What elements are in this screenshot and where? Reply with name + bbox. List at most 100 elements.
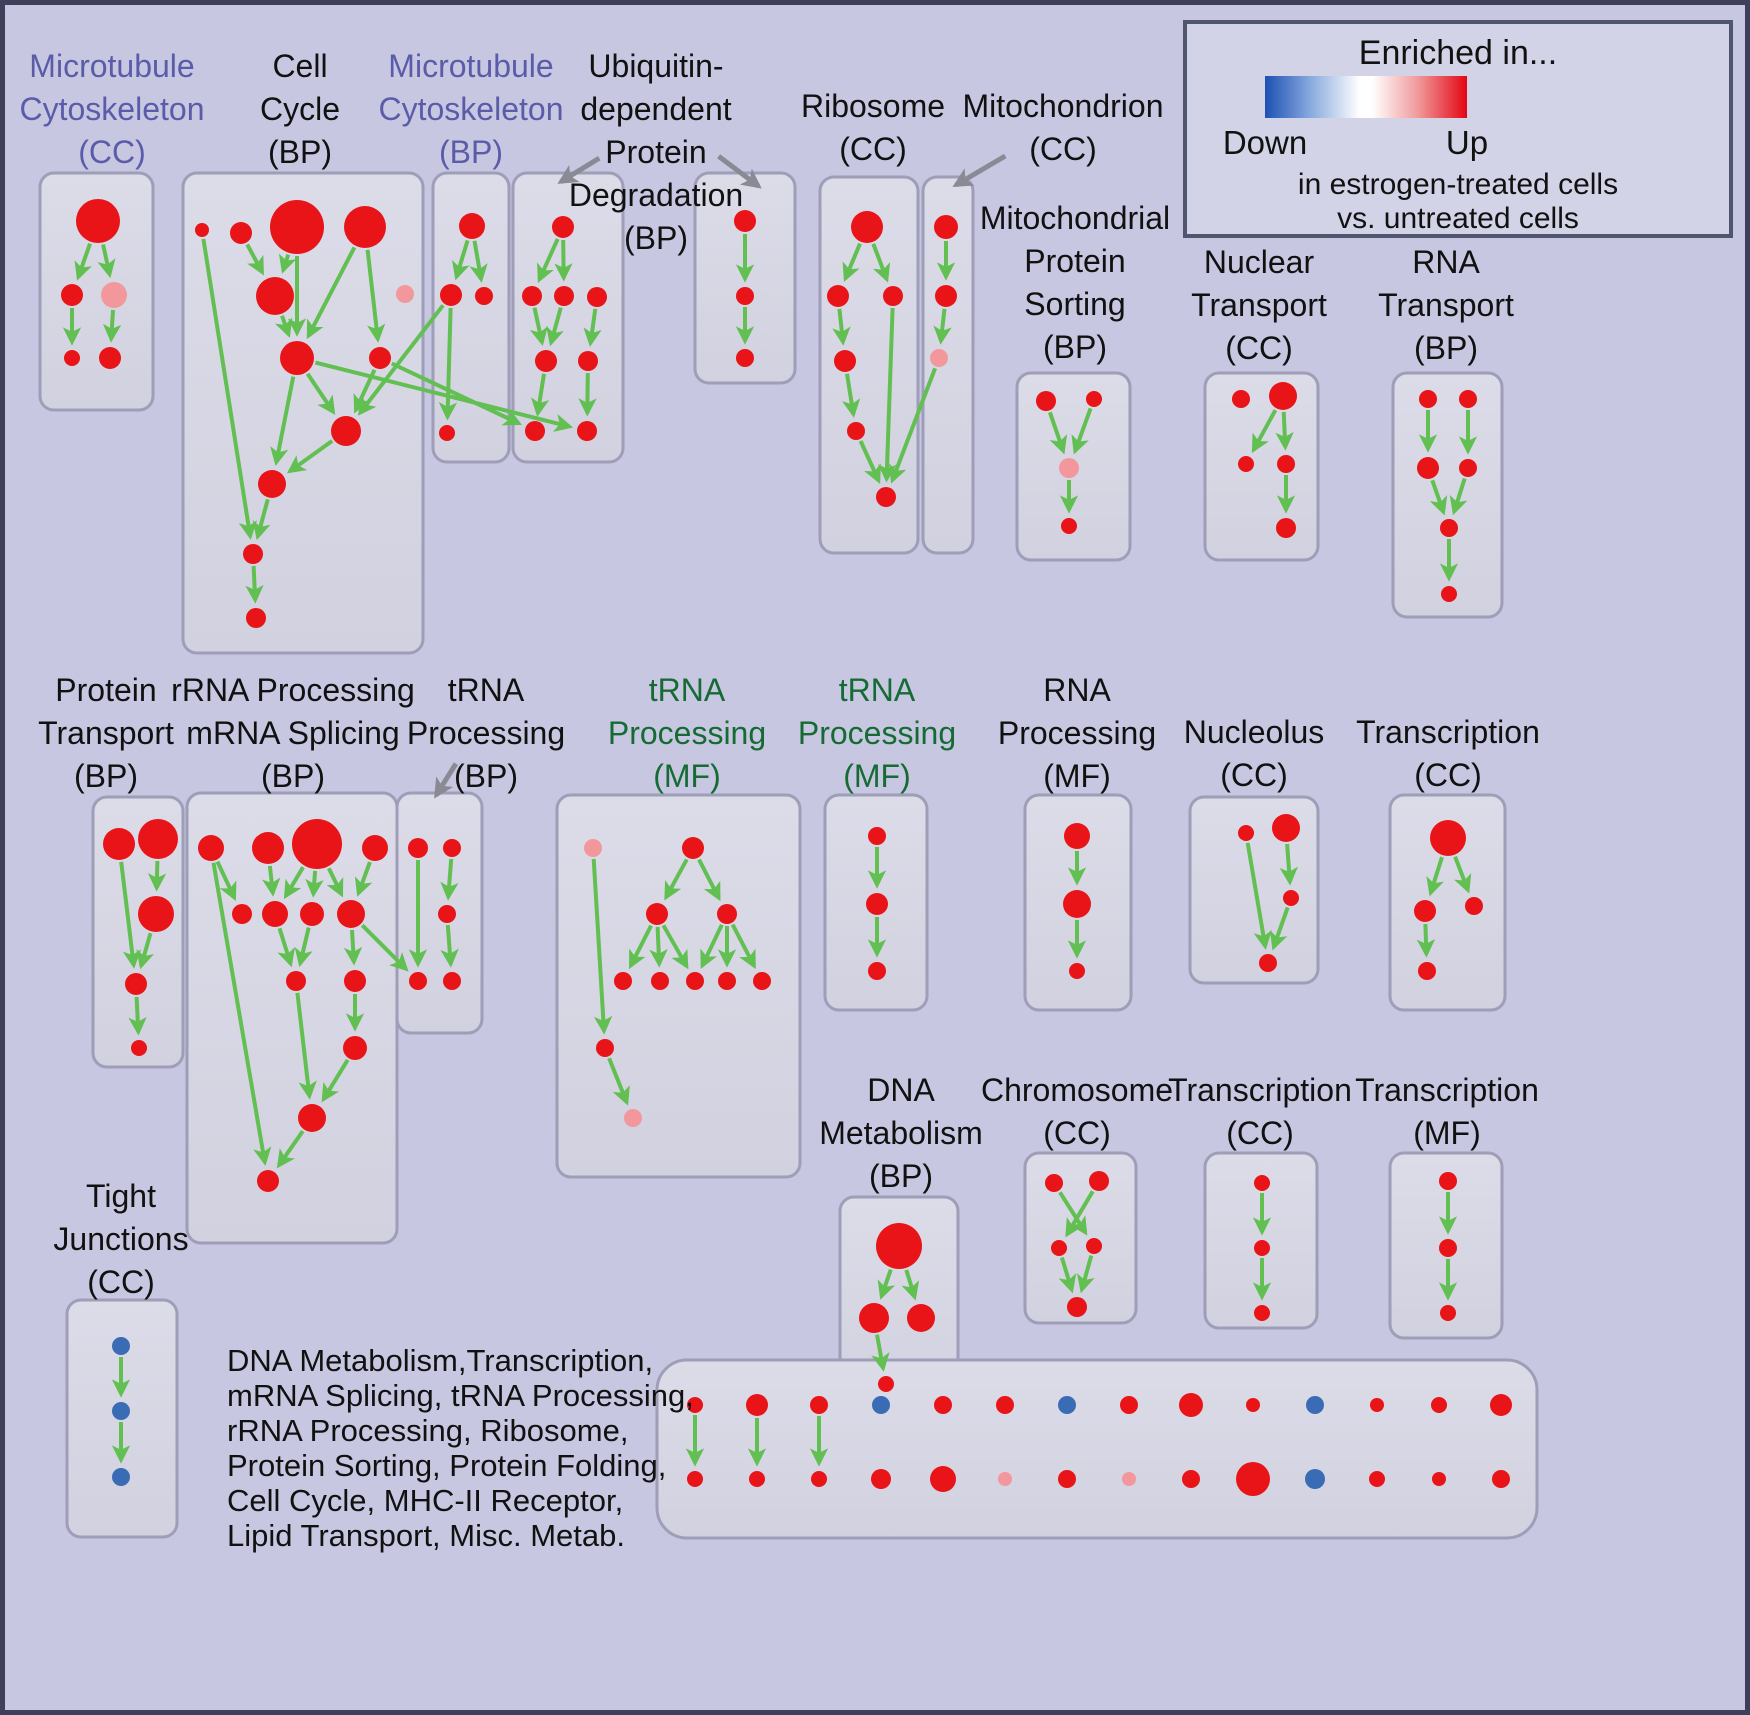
dna-metabolism-bp-label: DNA [867,1072,935,1108]
edge-arrow [730,923,756,970]
rna-processing-mf-node [1064,823,1090,849]
rna-transport-bp-node [1417,457,1439,479]
cell-cycle-bp-node [195,223,209,237]
microtubule-cytoskeleton-bp-node [440,284,462,306]
edge-arrow [252,498,271,541]
edge-arrow [321,1058,350,1103]
microtubule-cytoskeleton-bp-node [475,287,493,305]
edge-arrow [649,926,668,968]
nuclear-transport-cc-box [1203,371,1320,562]
tight-junctions-cc-label: Junctions [53,1221,188,1257]
edge-arrow [877,307,897,483]
microtubule-cytoskeleton-cc-node [76,199,120,243]
ubiquitin-protein-degradation-bp-node [577,421,597,441]
legend-gradient-bar [1265,76,1467,118]
misc-cluster-node [1370,1398,1384,1412]
misc-cluster-node [687,1471,703,1487]
trna-processing-mf-1-node [646,903,668,925]
transcription-cc-2-node [1254,1240,1270,1256]
nucleolus-cc-node [1238,825,1254,841]
edge-arrow [211,862,272,1166]
edge-arrow [591,858,613,1035]
edge-arrow [294,927,313,968]
ubiquitin-protein-degradation-bp-node [522,286,542,306]
misc-cluster-node [1369,1471,1385,1487]
misc-cluster-node [872,1396,890,1414]
trna-processing-mf-1-node [584,839,602,857]
edge-arrow [832,308,851,346]
chromosome-cc-label: (CC) [1043,1115,1111,1151]
microtubule-cytoskeleton-bp-label: Cytoskeleton [379,91,564,127]
protein-transport-bp-label: (BP) [74,758,138,794]
protein-transport-bp-node [138,819,178,859]
cell-cycle-bp-node [256,277,294,315]
trna-processing-mf-1-node [753,972,771,990]
chromosome-cc-box [1023,1151,1138,1325]
misc-cluster-node [1122,1472,1136,1486]
misc-cluster-node [930,1466,956,1492]
nuclear-transport-cc-node [1276,518,1296,538]
microtubule-cytoskeleton-cc-label: (CC) [78,134,146,170]
ubiquitin-protein-degradation-bp-box [511,171,625,464]
edge-arrow [365,249,386,343]
edge-arrow [1449,477,1468,516]
trna-processing-mf-1-node [682,837,704,859]
mitochondrion-cc-label: Mitochondrion [963,88,1164,124]
rrna-processing-mrna-splicing-bp-node [300,902,324,926]
transcription-cc-1-node [1414,900,1436,922]
trna-processing-bp-label: Processing [407,715,565,751]
edge-arrow [295,992,317,1100]
cell-cycle-bp-node [246,608,266,628]
transcription-mf-label: Transcription [1355,1072,1539,1108]
edge-arrow [469,240,488,283]
edge-arrow [136,932,155,970]
edge-arrow [1453,855,1472,894]
bottom-annotation-line: mRNA Splicing, tRNA Processing, [227,1378,694,1413]
edge-arrow [286,439,334,474]
rna-transport-bp-node [1459,459,1477,477]
mitochondrion-cc-label: (CC) [1029,131,1097,167]
trna-processing-mf-1-label: (MF) [653,758,721,794]
rrna-processing-mrna-splicing-bp-node [286,971,306,991]
rrna-processing-mrna-splicing-bp-label: rRNA Processing [171,672,415,708]
edge-arrow [360,923,409,972]
edge-arrow [434,762,459,799]
rna-transport-bp-node [1459,390,1477,408]
legend-down-label: Down [1222,124,1308,161]
tight-junctions-cc-node [112,1337,130,1355]
edge-arrow [245,565,264,604]
edge-arrow [1065,1190,1095,1238]
cell-cycle-bp-label: Cell [272,48,327,84]
nuclear-transport-cc-node [1232,390,1250,408]
microtubule-cytoskeleton-cc-node [101,282,127,308]
microtubule-cytoskeleton-cc-label: Microtubule [29,48,194,84]
chromosome-cc-node [1045,1174,1063,1192]
trna-processing-mf-1-node [596,1039,614,1057]
edge-arrow [1279,843,1298,886]
misc-cluster-node [1432,1472,1446,1486]
edge-arrow [74,242,92,281]
trna-processing-mf-1-label: tRNA [649,672,726,708]
misc-cluster-node [1305,1469,1325,1489]
edge-arrow [314,360,574,432]
rrna-processing-mrna-splicing-bp-node [232,904,252,924]
dna-metabolism-bp-node [876,1223,922,1269]
edge-arrow [871,1334,890,1372]
edge-arrow [1048,411,1068,455]
rrna-processing-mrna-splicing-bp-node [298,1104,326,1132]
transcription-cc-1-node [1430,820,1466,856]
edge-arrow [1245,842,1272,950]
cell-cycle-bp-node [270,200,324,254]
ubiquitin-protein-degradation-bp-label: Degradation [569,177,743,213]
cell-cycle-bp-node [258,470,286,498]
misc-cluster-node [810,1396,828,1414]
transcription-cc-1-node [1418,962,1436,980]
cell-cycle-bp-node [243,544,263,564]
tight-junctions-cc-label: (CC) [87,1264,155,1300]
edge-arrow [1429,479,1448,516]
nucleolus-cc-label: (CC) [1220,757,1288,793]
rrna-processing-mrna-splicing-bp-label: (BP) [261,758,325,794]
mitochondrion-cc-node [934,215,958,239]
transcription-cc-2-label: Transcription [1168,1072,1352,1108]
trna-processing-mf-1-node [717,904,737,924]
